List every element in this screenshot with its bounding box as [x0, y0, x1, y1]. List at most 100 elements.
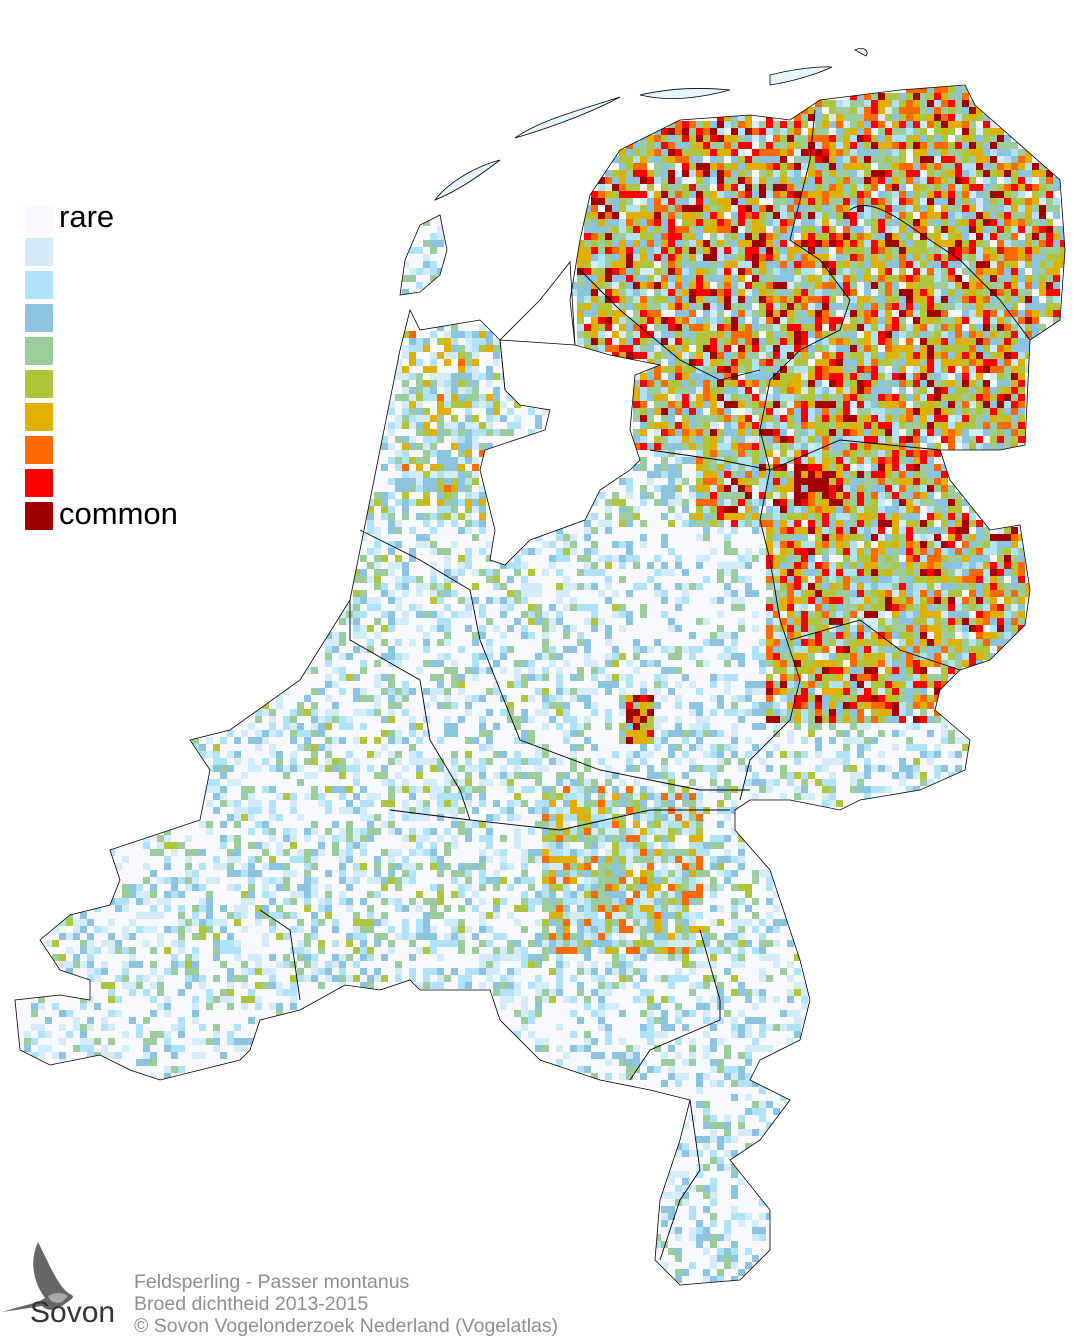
density-cell	[794, 436, 801, 443]
density-cell	[591, 324, 598, 331]
density-cell	[430, 436, 437, 443]
density-cell	[766, 163, 773, 170]
density-cell	[591, 576, 598, 583]
density-cell	[892, 415, 899, 422]
density-cell	[682, 394, 689, 401]
density-cell	[850, 366, 857, 373]
density-cell	[787, 275, 794, 282]
density-cell	[654, 331, 661, 338]
density-cell	[906, 450, 913, 457]
density-cell	[395, 534, 402, 541]
density-cell	[885, 135, 892, 142]
density-cell	[843, 282, 850, 289]
density-cell	[934, 478, 941, 485]
density-cell	[752, 191, 759, 198]
density-cell	[458, 569, 465, 576]
density-cell	[822, 394, 829, 401]
density-cell	[808, 520, 815, 527]
density-cell	[878, 506, 885, 513]
density-cell	[787, 254, 794, 261]
density-cell	[962, 149, 969, 156]
density-cell	[752, 380, 759, 387]
density-cell	[696, 569, 703, 576]
density-cell	[696, 289, 703, 296]
density-cell	[1011, 240, 1018, 247]
density-cell	[1018, 338, 1025, 345]
density-cell	[787, 177, 794, 184]
density-cell	[759, 569, 766, 576]
density-cell	[934, 464, 941, 471]
density-cell	[1046, 212, 1053, 219]
density-cell	[843, 471, 850, 478]
density-cell	[990, 149, 997, 156]
density-cell	[948, 170, 955, 177]
density-cell	[416, 331, 423, 338]
density-cell	[444, 401, 451, 408]
density-cell	[976, 436, 983, 443]
density-cell	[962, 296, 969, 303]
density-cell	[675, 338, 682, 345]
density-cell	[871, 485, 878, 492]
density-cell	[787, 415, 794, 422]
density-cell	[738, 247, 745, 254]
density-cell	[668, 128, 675, 135]
density-cell	[752, 457, 759, 464]
density-cell	[416, 527, 423, 534]
density-cell	[815, 121, 822, 128]
density-cell	[738, 408, 745, 415]
density-cell	[822, 247, 829, 254]
density-cell	[934, 534, 941, 541]
density-cell	[661, 562, 668, 569]
density-cell	[997, 436, 1004, 443]
density-cell	[745, 275, 752, 282]
density-cell	[822, 345, 829, 352]
density-cell	[710, 478, 717, 485]
density-cell	[472, 380, 479, 387]
density-cell	[654, 317, 661, 324]
density-cell	[710, 205, 717, 212]
density-cell	[927, 576, 934, 583]
density-cell	[787, 520, 794, 527]
density-cell	[654, 191, 661, 198]
density-cell	[829, 149, 836, 156]
density-cell	[717, 261, 724, 268]
density-cell	[479, 380, 486, 387]
density-cell	[885, 499, 892, 506]
density-cell	[1039, 226, 1046, 233]
density-cell	[731, 492, 738, 499]
density-cell	[934, 149, 941, 156]
density-cell	[962, 520, 969, 527]
density-cell	[773, 415, 780, 422]
density-cell	[773, 387, 780, 394]
density-cell	[710, 282, 717, 289]
density-cell	[990, 548, 997, 555]
density-cell	[612, 317, 619, 324]
density-cell	[633, 163, 640, 170]
density-cell	[486, 338, 493, 345]
density-cell	[577, 296, 584, 303]
density-cell	[864, 387, 871, 394]
density-cell	[682, 184, 689, 191]
density-cell	[367, 520, 374, 527]
density-cell	[528, 569, 535, 576]
density-cell	[766, 240, 773, 247]
density-cell	[920, 485, 927, 492]
density-cell	[941, 219, 948, 226]
density-cell	[717, 415, 724, 422]
density-cell	[906, 128, 913, 135]
density-cell	[472, 366, 479, 373]
density-cell	[563, 555, 570, 562]
density-cell	[913, 401, 920, 408]
density-cell	[829, 366, 836, 373]
density-cell	[668, 142, 675, 149]
density-cell	[1018, 541, 1025, 548]
density-cell	[402, 282, 409, 289]
density-cell	[885, 282, 892, 289]
density-cell	[899, 338, 906, 345]
density-cell	[486, 436, 493, 443]
density-cell	[395, 520, 402, 527]
density-cell	[395, 513, 402, 520]
density-cell	[955, 436, 962, 443]
density-cell	[948, 156, 955, 163]
density-cell	[983, 541, 990, 548]
